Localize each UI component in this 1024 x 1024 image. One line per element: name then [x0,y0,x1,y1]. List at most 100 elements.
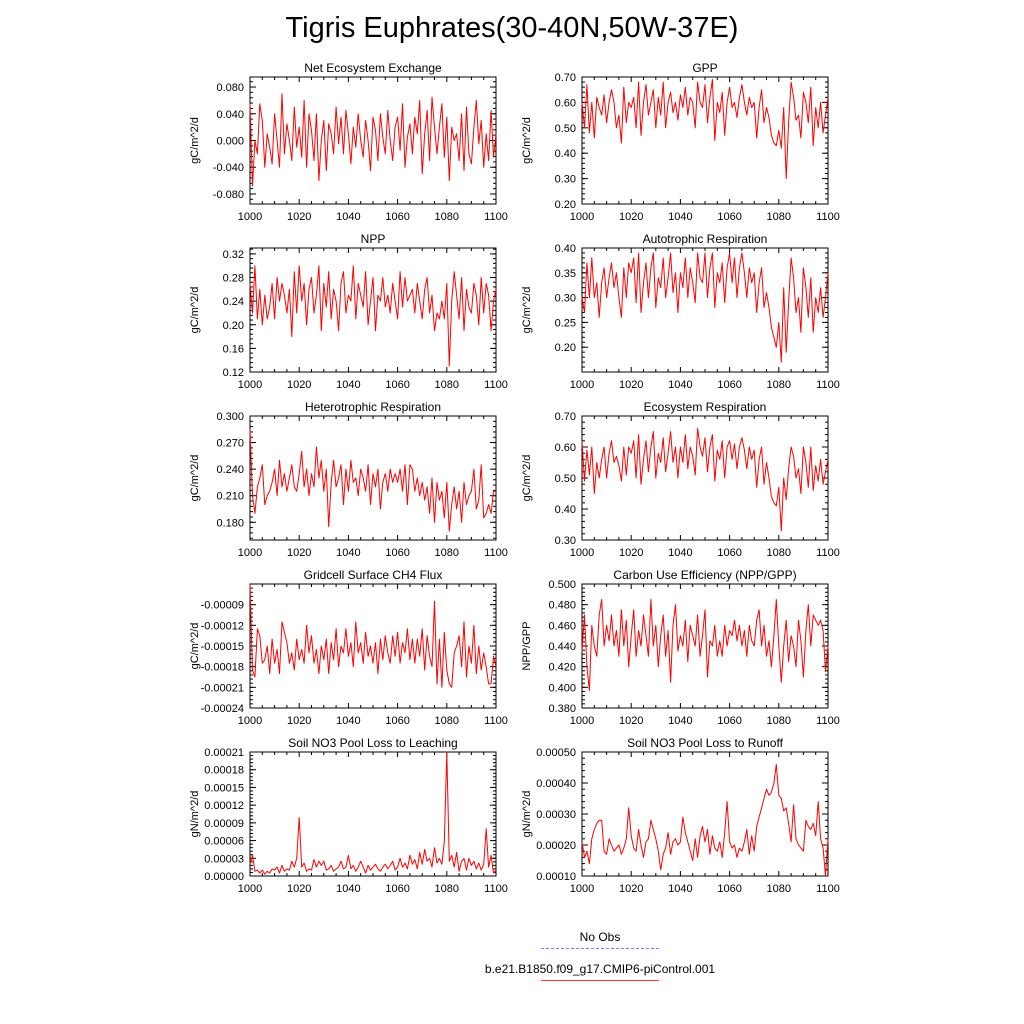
x-tick-label: 1040 [336,547,360,559]
y-tick-label: 0.20 [555,199,576,211]
x-tick-label: 1060 [385,211,409,223]
y-axis-label: gC/m^2/d [189,623,201,670]
y-tick-label: 0.040 [216,109,244,121]
y-tick-label: 0.480 [548,600,576,612]
series-line [581,599,829,691]
x-tick-label: 1060 [717,715,741,727]
y-tick-label: 0.00040 [536,778,576,790]
y-tick-label: 0.240 [216,464,244,476]
y-tick-label: 0.60 [555,97,576,109]
series-line [249,265,497,367]
x-tick-label: 1080 [435,211,459,223]
y-tick-label: -0.040 [213,162,244,174]
page-title: Tigris Euphrates(30-40N,50W-37E) [285,12,739,44]
panel-8: Carbon Use Efficiency (NPP/GPP) 1000 1020 1… [521,568,840,727]
y-tick-label: -0.00012 [201,620,244,632]
y-tick-label: 0.00050 [536,747,576,759]
y-tick-label: -0.00009 [201,600,244,612]
x-tick-label: 1040 [668,883,692,895]
y-tick-label: 0.00012 [204,800,244,812]
x-tick-label: 1100 [484,547,508,559]
y-tick-label: 0.70 [555,72,576,84]
x-tick-label: 1040 [336,211,360,223]
panel-title: Carbon Use Efficiency (NPP/GPP) [613,568,796,582]
x-tick-label: 1020 [619,547,643,559]
x-tick-label: 1060 [717,883,741,895]
panel-title: GPP [692,61,717,75]
panel-1: Net Ecosystem Exchange 1000 1020 1040 1060 10… [189,61,508,223]
y-tick-label: 0.00000 [204,871,244,883]
x-tick-label: 1060 [385,715,409,727]
x-tick-label: 1060 [717,211,741,223]
y-axis-label: gC/m^2/d [189,117,201,164]
x-tick-label: 1100 [484,883,508,895]
series-line [249,429,496,532]
panel-title: Ecosystem Respiration [644,400,767,414]
plot-frame [249,76,497,205]
y-axis-label: gC/m^2/d [521,455,533,502]
y-tick-label: 0.400 [548,682,576,694]
x-tick-label: 1080 [435,715,459,727]
x-tick-label: 1040 [336,379,360,391]
y-tick-label: 0.00018 [204,765,244,777]
series-line [581,252,829,363]
y-tick-label: 0.24 [223,296,244,308]
y-tick-label: 0.20 [555,342,576,354]
x-tick-label: 1080 [767,379,791,391]
panel-title: Net Ecosystem Exchange [304,61,442,75]
x-tick-label: 1040 [336,883,360,895]
x-tick-label: 1000 [238,211,262,223]
x-tick-label: 1060 [385,883,409,895]
panel-5: Heterotrophic Respiration 1000 1020 1040 106… [189,400,508,559]
x-tick-label: 1000 [570,211,594,223]
x-tick-label: 1060 [717,547,741,559]
panel-title: Soil NO3 Pool Loss to Leaching [288,736,457,750]
y-tick-label: 0.40 [555,243,576,255]
x-tick-label: 1000 [570,883,594,895]
y-tick-label: 0.180 [216,517,244,529]
y-tick-label: -0.00024 [201,703,244,715]
panel-3: NPP 1000 1020 1040 1060 1080 1100 0.12 0.16 0.20 0… [189,232,508,391]
x-tick-label: 1100 [484,715,508,727]
y-axis-label: gC/m^2/d [521,117,533,164]
y-tick-label: 0.00015 [204,782,244,794]
legend-entry-model: b.e21.B1850.f09_g17.CMIP6-piControl.001 [430,962,770,994]
y-tick-label: 0.00003 [204,853,244,865]
series-line [581,79,829,180]
legend-entry-obs: No Obs [430,930,770,962]
y-tick-label: -0.00021 [201,682,244,694]
x-tick-label: 1000 [570,547,594,559]
x-tick-label: 1100 [816,715,840,727]
y-tick-label: 0.00006 [204,836,244,848]
y-tick-label: -0.00018 [201,662,244,674]
y-tick-label: 0.25 [555,317,576,329]
x-tick-label: 1020 [287,211,311,223]
x-tick-label: 1080 [435,379,459,391]
x-tick-label: 1040 [668,211,692,223]
x-tick-label: 1020 [287,715,311,727]
y-axis-label: gN/m^2/d [189,791,201,838]
y-tick-label: 0.00021 [204,747,244,759]
y-tick-label: 0.30 [555,174,576,186]
x-tick-label: 1100 [816,211,840,223]
y-tick-label: 0.32 [223,249,244,261]
y-tick-label: 0.20 [223,320,244,332]
y-axis-label: gN/m^2/d [521,791,533,838]
y-tick-label: 0.080 [216,82,244,94]
x-tick-label: 1060 [385,379,409,391]
y-tick-label: 0.270 [216,438,244,450]
y-axis-label: gC/m^2/d [189,287,201,334]
legend-line-obs [541,948,659,949]
panel-title: Soil NO3 Pool Loss to Runoff [627,736,784,750]
y-tick-label: 0.50 [555,123,576,135]
x-tick-label: 1080 [435,883,459,895]
series-line [249,93,497,187]
legend: No Obs b.e21.B1850.f09_g17.CMIP6-piContr… [430,930,770,994]
x-tick-label: 1020 [287,379,311,391]
panel-6: Ecosystem Respiration 1000 1020 1040 1060 108… [521,400,840,559]
y-axis-label: gC/m^2/d [521,287,533,334]
y-tick-label: 0.70 [555,411,576,423]
series-line [249,584,497,688]
panel-title: Heterotrophic Respiration [305,400,441,414]
